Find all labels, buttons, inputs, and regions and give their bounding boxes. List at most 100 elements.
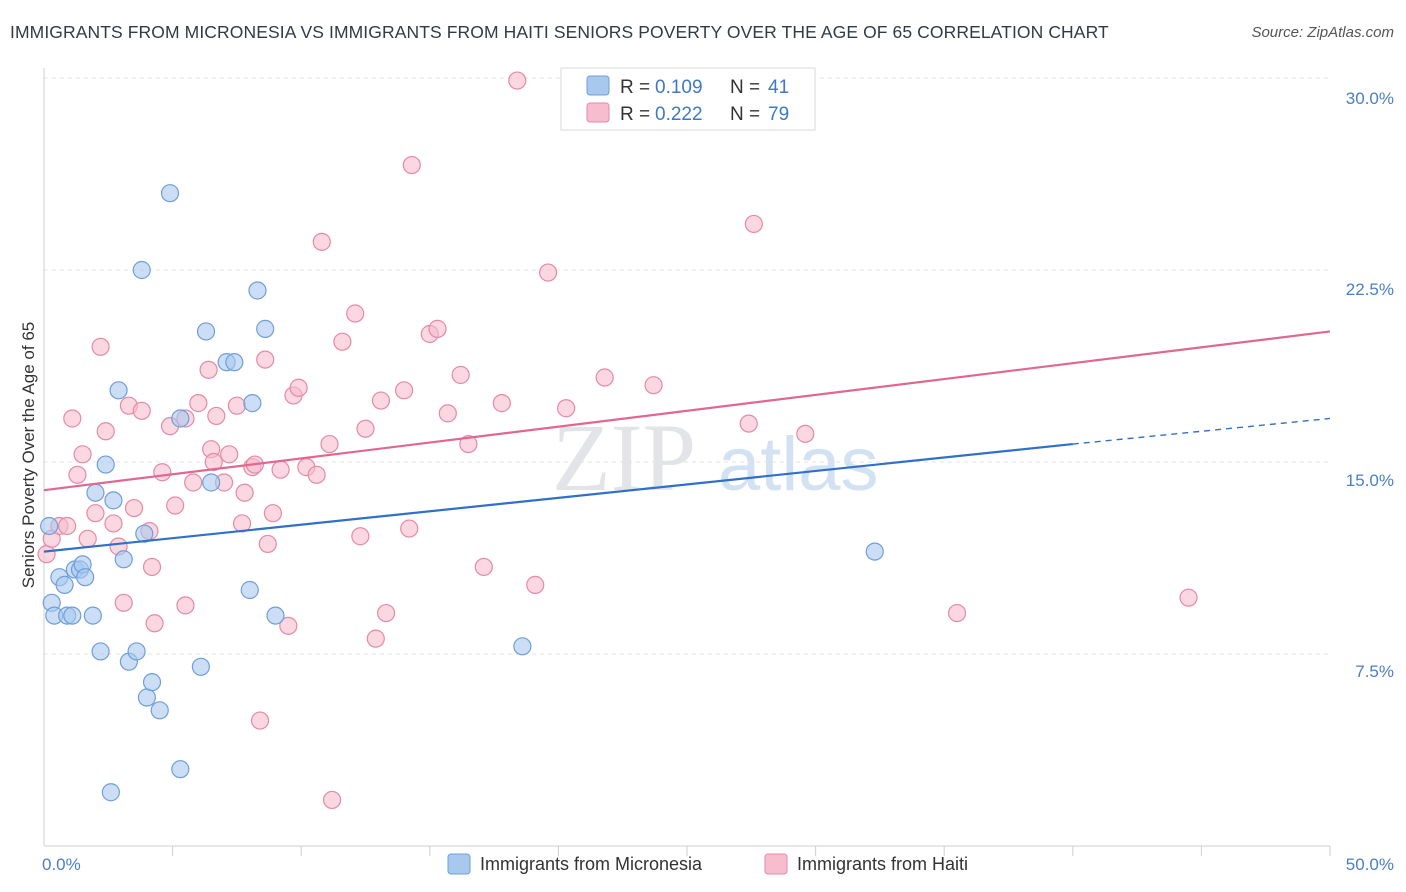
point-haiti [271,460,290,479]
point-haiti [508,71,527,90]
point-micronesia [109,381,128,400]
point-micronesia [513,637,532,656]
point-haiti [142,557,162,577]
point-haiti [96,422,115,441]
point-haiti [207,406,226,426]
point-haiti [356,419,375,438]
point-haiti [307,465,326,484]
legend-r-value-micronesia: 0.109 [655,77,703,98]
series-haiti [37,71,1198,810]
y-tick-label-22-5: 22.5% [1346,280,1394,299]
point-haiti [204,452,223,472]
series-legend-label-micronesia: Immigrants from Micronesia [480,854,703,874]
point-haiti [459,434,478,454]
legend-n-label-micronesia: N = [730,77,760,98]
point-haiti [402,155,421,175]
point-haiti [199,360,218,379]
point-haiti [256,350,275,369]
point-haiti [145,614,164,633]
point-haiti [322,790,342,810]
source-credit: Source: ZipAtlas.com [1251,24,1394,41]
point-haiti [438,404,457,423]
point-haiti [166,496,185,515]
point-haiti [320,434,339,454]
chart-title: IMMIGRANTS FROM MICRONESIA VS IMMIGRANTS… [10,22,1109,42]
point-micronesia [160,184,180,203]
point-haiti [227,396,246,415]
point-haiti [91,337,110,356]
point-haiti [428,319,447,338]
point-micronesia [83,606,102,625]
point-haiti [220,445,239,464]
point-haiti [744,214,763,234]
point-haiti [258,534,277,554]
legend-r-label-micronesia: R = [620,77,650,98]
point-haiti [184,473,203,492]
trend-line-micronesia [43,442,1073,553]
point-micronesia [243,394,262,413]
watermark: ZIP atlas [552,404,879,511]
point-haiti [796,424,815,443]
point-micronesia [142,673,162,692]
point-micronesia [225,353,244,372]
point-micronesia [150,701,169,720]
point-micronesia [240,580,259,600]
point-haiti [346,304,365,323]
point-haiti [376,603,396,623]
point-haiti [250,711,270,730]
point-haiti [451,365,470,385]
point-haiti [371,391,391,410]
point-haiti [86,504,105,523]
point-micronesia [40,516,59,536]
point-haiti [526,575,545,594]
series-legend-swatch-micronesia [447,853,471,875]
point-micronesia [101,783,120,802]
point-haiti [394,381,414,400]
point-haiti [73,445,92,464]
point-haiti [557,399,576,418]
point-micronesia [171,760,190,779]
x-tick-label-max: 50.0% [1346,855,1394,874]
y-tick-labels: 30.0% 22.5% 15.0% 7.5% [1346,89,1394,681]
point-micronesia [104,491,123,510]
point-haiti [279,616,298,635]
point-micronesia [191,657,210,676]
point-haiti [124,498,144,518]
point-haiti [176,596,195,615]
point-micronesia [266,606,285,625]
point-haiti [947,603,967,623]
series-legend-label-haiti: Immigrants from Haiti [797,854,968,874]
legend-r-value-haiti: 0.222 [655,104,703,125]
point-micronesia [248,281,267,300]
y-axis-title: Seniors Poverty Over the Age of 65 [19,322,38,588]
point-micronesia [76,568,95,587]
y-tick-label-15: 15.0% [1346,471,1394,490]
point-haiti [37,545,56,564]
point-haiti [739,414,758,433]
series-legend: Immigrants from Micronesia Immigrants fr… [447,853,968,875]
point-haiti [68,465,87,484]
point-haiti [132,401,151,420]
point-haiti [539,263,558,282]
x-tick-label-min: 0.0% [42,855,81,874]
series-legend-swatch-haiti [764,853,788,875]
series-micronesia [40,184,884,802]
point-haiti [263,504,283,523]
point-haiti [644,376,663,395]
point-haiti [58,516,77,536]
point-micronesia [171,409,190,428]
point-micronesia [137,688,156,707]
point-micronesia [63,606,82,625]
watermark-zip: ZIP [552,404,696,511]
legend-swatch-micronesia [586,75,610,96]
legend-n-value-micronesia: 41 [768,77,789,98]
y-tick-label-7-5: 7.5% [1355,662,1394,681]
point-haiti [474,557,493,577]
point-haiti [78,529,97,548]
legend-r-label-haiti: R = [620,104,650,125]
point-micronesia [132,260,151,280]
point-haiti [492,394,511,413]
correlation-legend: R = 0.109 N = 41 R = 0.222 N = 79 [560,67,816,131]
point-micronesia [202,473,221,492]
